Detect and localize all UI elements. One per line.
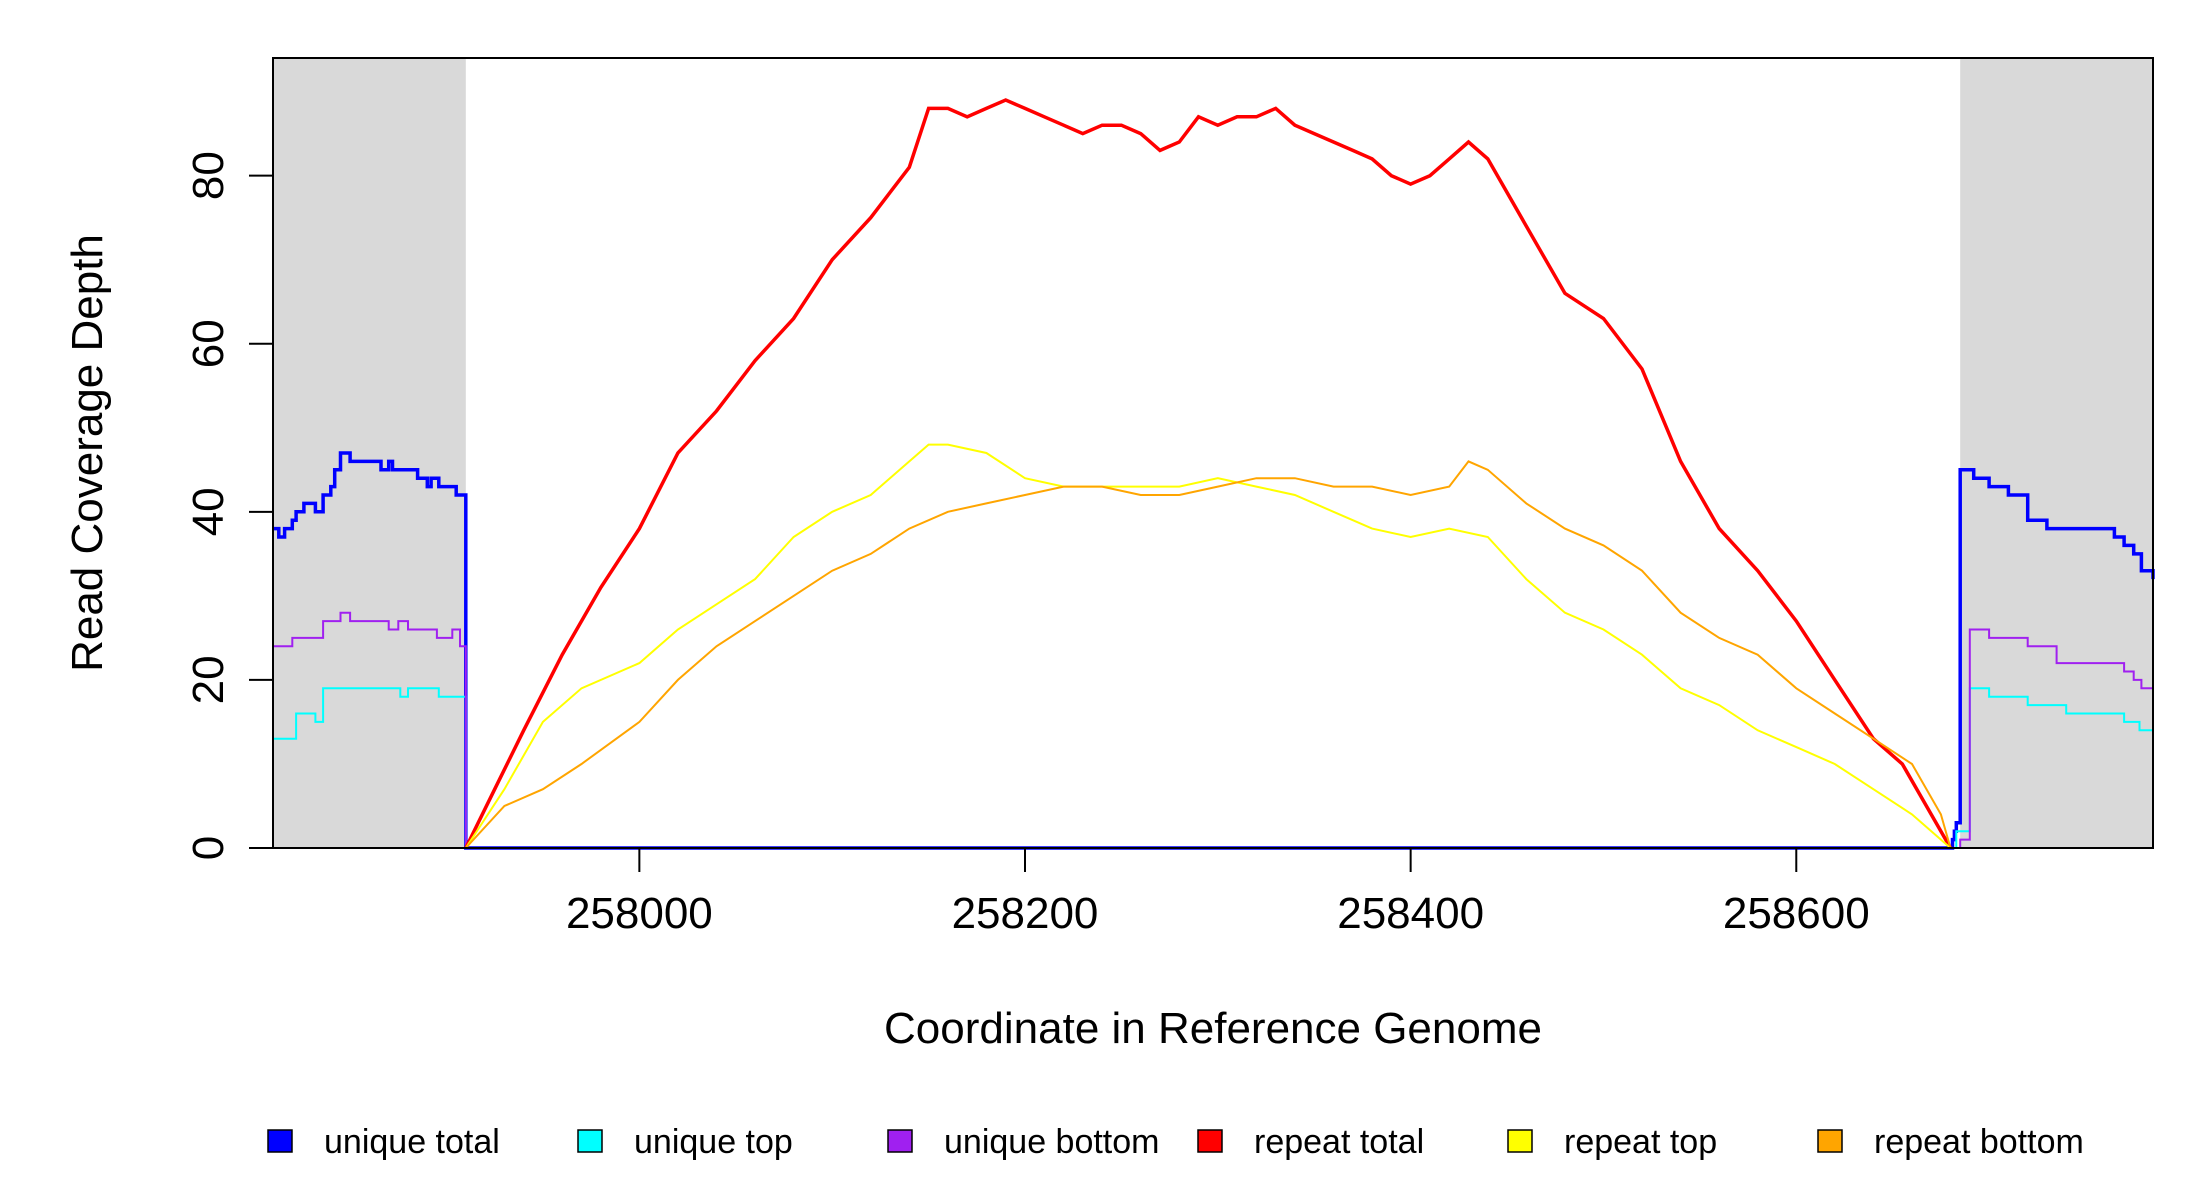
series-line-repeat-top [464,443,1952,849]
legend-label-unique-top: unique top [634,1123,793,1161]
legend-swatch-unique-total [267,1129,293,1153]
legend-label-repeat-bottom: repeat bottom [1874,1123,2084,1161]
shaded-region-1 [1960,58,2153,848]
series-line-repeat-total [464,98,1953,849]
legend-swatch-repeat-total [1197,1129,1223,1153]
x-tick-label-1: 258200 [952,889,1099,938]
shaded-regions [273,58,2153,848]
legend-swatch-repeat-bottom [1817,1129,1843,1153]
legend-swatch-unique-top [577,1129,603,1153]
y-tick-label-3: 60 [184,319,233,368]
legend-swatch-repeat-top [1507,1129,1533,1153]
legend: unique total unique top unique bottom repea… [267,1123,2084,1161]
y-tick-label-4: 80 [184,151,233,200]
y-tick-label-1: 20 [184,655,233,704]
legend-label-repeat-top: repeat top [1564,1123,1717,1161]
series-line-unique-total [273,451,2155,850]
y-axis-title: Read Coverage Depth [63,234,112,672]
legend-label-repeat-total: repeat total [1254,1123,1424,1161]
series-lines [273,98,2155,850]
series-line-repeat-bottom [465,460,1952,849]
legend-label-unique-bottom: unique bottom [944,1123,1160,1161]
series-line-unique-bottom [273,611,2154,849]
x-tick-label-2: 258400 [1337,889,1484,938]
plot-frame [272,57,2154,849]
x-axis-title: Coordinate in Reference Genome [884,1004,1542,1053]
axes: 258000 258200 258400 258600 0 20 40 60 80 [184,151,1870,938]
x-tick-label-0: 258000 [566,889,713,938]
legend-label-unique-total: unique total [324,1123,500,1161]
y-tick-label-0: 0 [184,836,233,860]
legend-swatch-unique-bottom [887,1129,913,1153]
x-tick-label-3: 258600 [1723,889,1870,938]
y-tick-label-2: 40 [184,487,233,536]
shaded-region-0 [273,58,466,848]
